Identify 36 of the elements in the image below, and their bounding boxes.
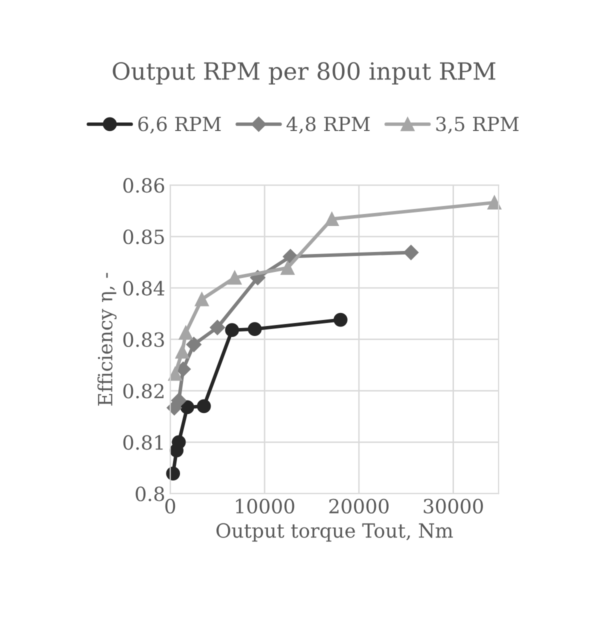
point (248, 322, 262, 336)
point (210, 320, 225, 336)
point (194, 292, 209, 306)
point (228, 270, 242, 285)
x-tick-label: 30000 (424, 498, 483, 514)
y-axis-title: Efficiency η, - (97, 272, 117, 406)
x-axis-title: Output torque Tout, Nm (216, 523, 453, 542)
point (324, 212, 339, 226)
legend-label: 4,8 RPM (286, 116, 370, 134)
x-tick-label: 20000 (329, 498, 389, 514)
legend-label: 3,5 RPM (436, 116, 519, 134)
point (180, 400, 194, 414)
x-tick-label: 10000 (236, 498, 294, 514)
point (487, 196, 502, 210)
point (225, 323, 239, 338)
point (176, 362, 191, 377)
point (172, 435, 186, 450)
point (168, 366, 182, 381)
chart-title: Output RPM per 800 input RPM (112, 62, 496, 85)
y-tick-label: 0.86 (123, 178, 164, 193)
y-tick-label: 0.8 (136, 486, 164, 502)
y-tick-label: 0.84 (123, 280, 164, 296)
point (171, 392, 186, 408)
y-tick-label: 0.82 (123, 384, 164, 398)
y-tick-label: 0.83 (123, 332, 164, 348)
point (178, 326, 193, 340)
point (334, 312, 348, 327)
point (280, 260, 295, 275)
point (196, 399, 211, 414)
legend-label: 6,6 RPM (138, 116, 221, 134)
point (186, 336, 202, 352)
y-tick-label: 0.81 (123, 435, 163, 450)
y-tick-label: 0.85 (123, 229, 164, 244)
point (175, 344, 190, 359)
x-tick-label: 0 (165, 498, 176, 514)
point (403, 244, 419, 260)
